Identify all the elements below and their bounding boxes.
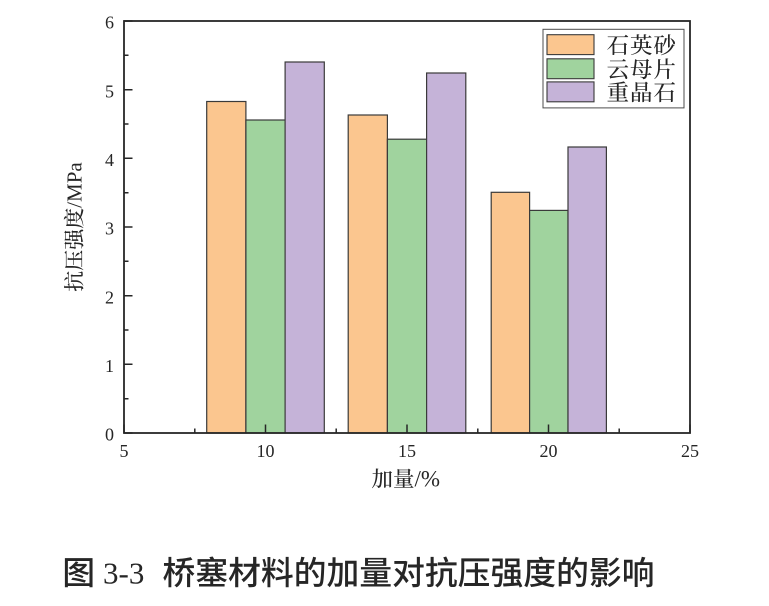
svg-text:25: 25	[681, 441, 699, 461]
svg-text:5: 5	[105, 81, 114, 101]
svg-text:1: 1	[105, 356, 114, 376]
svg-text:5: 5	[120, 441, 129, 461]
svg-text:0: 0	[105, 425, 114, 445]
svg-text:2: 2	[105, 287, 114, 307]
svg-text:4: 4	[105, 150, 114, 170]
svg-text:/%: /%	[415, 467, 441, 492]
svg-text:3-3: 3-3	[103, 556, 144, 591]
svg-text:6: 6	[105, 13, 114, 33]
svg-text:3: 3	[105, 219, 114, 239]
svg-text:15: 15	[398, 441, 416, 461]
svg-text:20: 20	[540, 441, 558, 461]
svg-text:10: 10	[257, 441, 275, 461]
svg-text:/MPa: /MPa	[63, 162, 87, 208]
